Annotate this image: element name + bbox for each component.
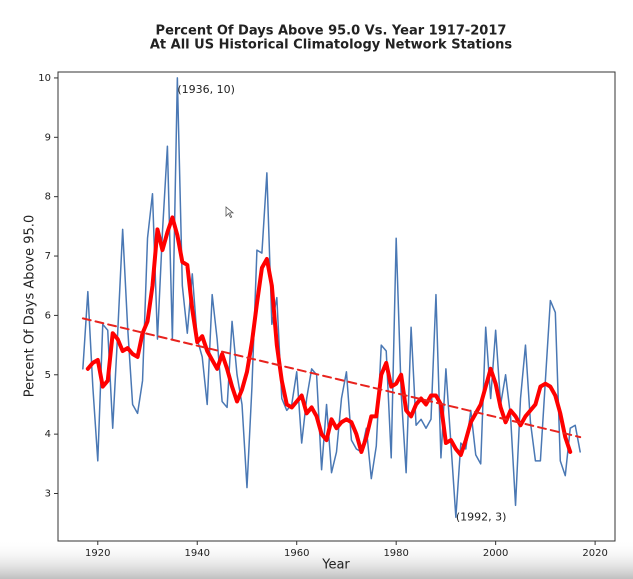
x-tick-label: 2000 (483, 548, 508, 559)
y-tick-label: 3 (45, 489, 51, 500)
y-tick-label: 6 (45, 310, 51, 321)
annotation: (1936, 10) (177, 83, 235, 96)
bottom-shade (0, 540, 633, 579)
series-line (81, 317, 582, 439)
y-tick-label: 8 (45, 192, 51, 203)
x-tick-label: 2020 (582, 548, 607, 559)
series-line (85, 215, 573, 457)
y-tick-label: 5 (45, 370, 51, 381)
y-tick-label: 10 (38, 73, 51, 84)
y-tick-label: 4 (45, 429, 51, 440)
y-axis-label: Percent Of Days Above 95.0 (23, 215, 38, 397)
x-tick-label: 1980 (383, 548, 408, 559)
series-line (82, 77, 581, 519)
chart-subtitle: At All US Historical Climatology Network… (150, 38, 513, 53)
x-tick-label: 1920 (85, 548, 110, 559)
x-tick-label: 1940 (185, 548, 210, 559)
x-tick-label: 1960 (284, 548, 309, 559)
x-axis-label: Year (321, 558, 350, 573)
plot-frame (57, 71, 616, 542)
chart-title: Percent Of Days Above 95.0 Vs. Year 1917… (156, 24, 507, 39)
y-tick-label: 7 (45, 251, 51, 262)
annotation: (1992, 3) (456, 510, 507, 523)
y-tick-label: 9 (45, 132, 51, 143)
mouse-cursor (225, 206, 235, 219)
